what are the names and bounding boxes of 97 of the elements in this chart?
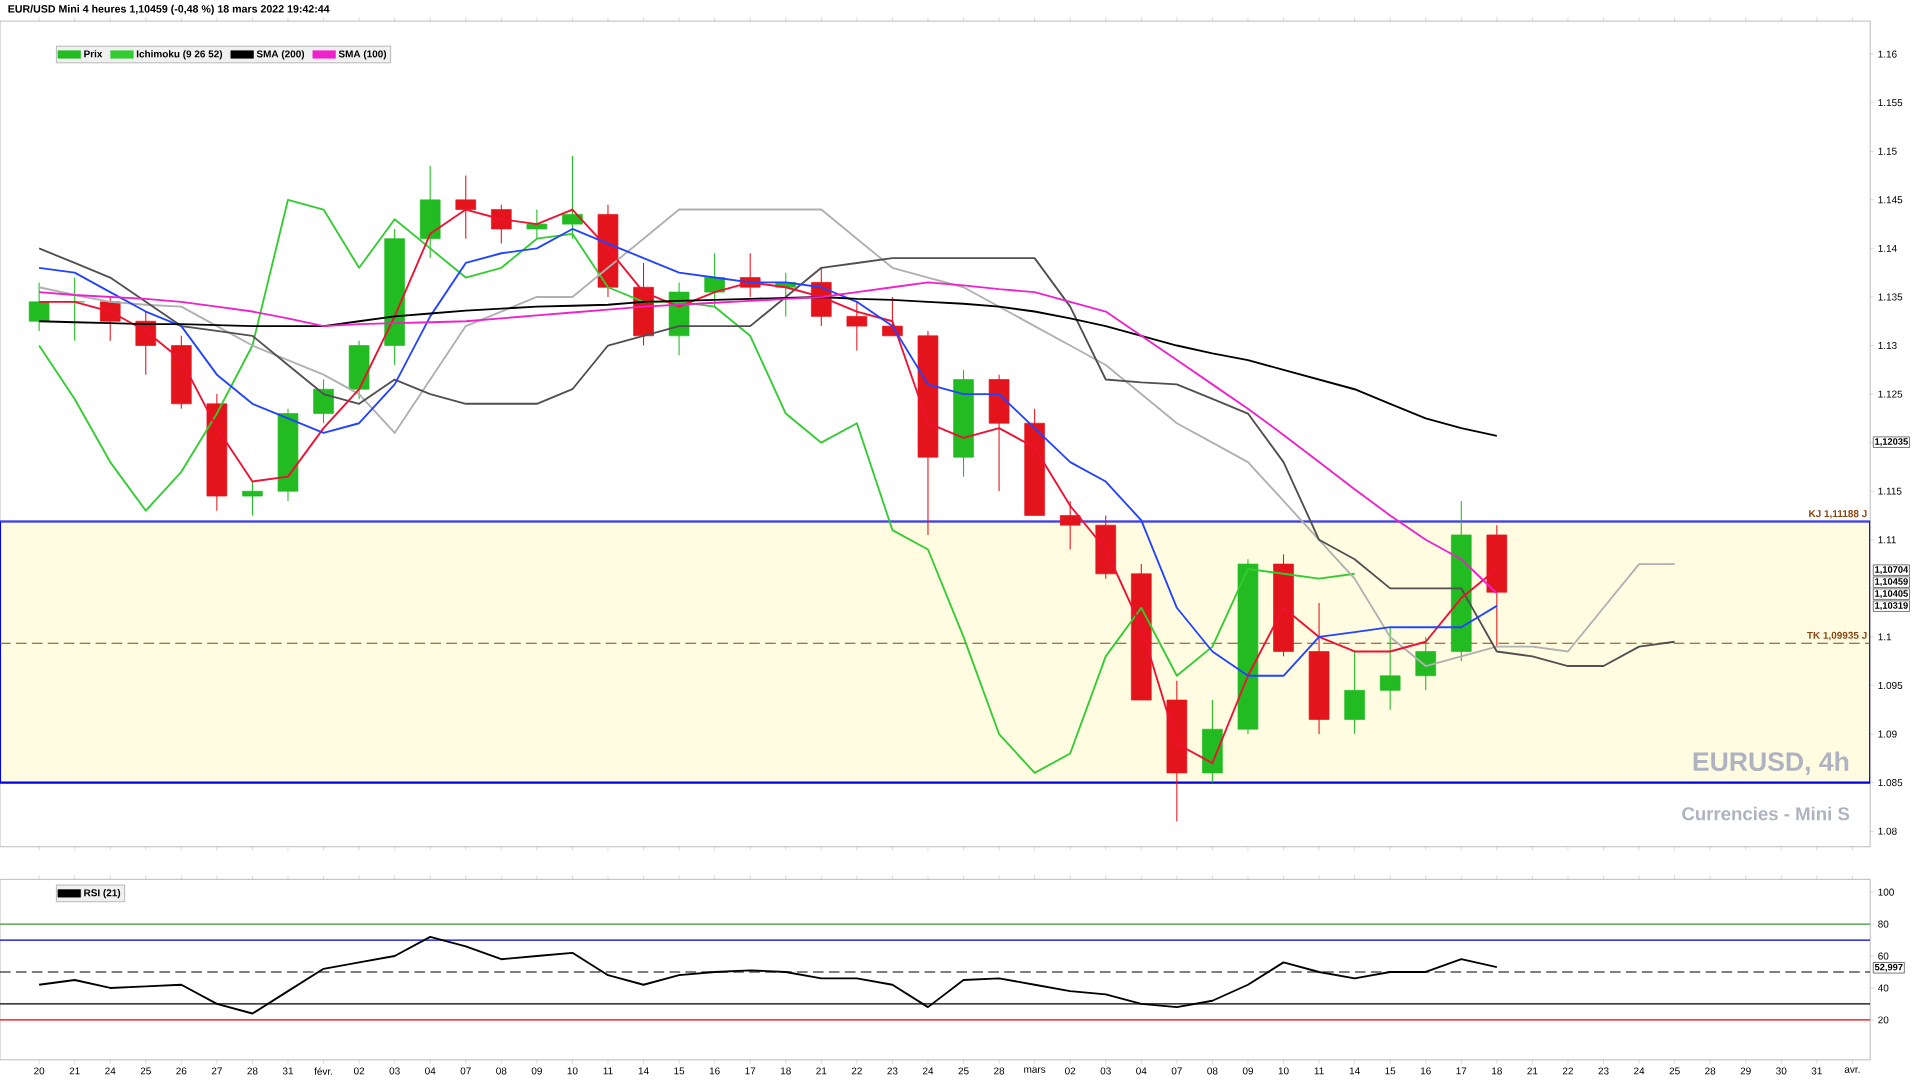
x-tick-label: 28 [1705,1067,1716,1075]
y-tick-label: 1.16 [1878,50,1897,58]
x-tick-label: 21 [816,1067,827,1075]
ref-line-label: KJ 1,11188 J [1809,510,1867,519]
y-tick-label: 80 [1878,920,1889,928]
y-tick-label: 1.085 [1878,779,1903,787]
y-tick-label: 100 [1878,888,1894,896]
y-tick-label: 1.15 [1878,147,1897,155]
y-tick-label: 1.14 [1878,244,1897,252]
x-tick-label: 17 [1456,1067,1467,1075]
text: 1,12035 [1875,438,1908,447]
x-tick-label: 09 [531,1067,542,1075]
x-tick-label: 28 [994,1067,1005,1075]
legend-label: SMA (100) [338,50,387,60]
annotation: Currencies - Mini S [1682,806,1850,821]
x-tick-label: 02 [1065,1067,1076,1075]
x-tick-label: 23 [1598,1067,1609,1075]
candlestick [28,281,50,332]
x-tick-label: 17 [745,1067,756,1075]
annotation: EURUSD, 4h [1693,751,1849,775]
x-tick-label: 07 [1171,1067,1182,1075]
y-tick-label: 1.155 [1878,99,1903,107]
y-tick-label: 1.125 [1878,390,1903,398]
x-tick-label: 02 [353,1067,365,1075]
x-tick-label: 03 [1100,1067,1111,1075]
x-tick-label: 30 [1776,1067,1787,1075]
legend-label: Prix [84,50,103,58]
text: 52,997 [1874,963,1903,972]
candlestick [526,209,548,240]
x-tick-label: 11 [1314,1067,1324,1075]
y-tick-label: 1.095 [1878,681,1903,690]
candlestick [1059,500,1081,551]
x-tick-label: avr. [1844,1067,1860,1073]
x-tick-label: 21 [69,1067,80,1075]
candlestick [1379,626,1401,711]
x-tick-label: 23 [887,1067,898,1075]
x-tick-label: 25 [1669,1067,1680,1075]
x-tick-label: 27 [211,1067,222,1075]
x-tick-label: 08 [496,1067,507,1075]
y-tick-label: 1.13 [1878,341,1897,350]
x-tick-label: 15 [1385,1067,1396,1075]
x-tick-label: 31 [282,1067,294,1075]
legend-label: RSI (21) [84,889,121,899]
x-tick-label: 07 [460,1067,471,1075]
x-tick-label: 08 [1207,1067,1218,1075]
y-tick-label: 60 [1878,952,1889,960]
x-tick-label: 10 [1278,1067,1289,1075]
legend-label: Ichimoku (9 26 52) [136,50,223,60]
x-tick-label: 18 [780,1067,791,1075]
candlestick [455,175,477,240]
x-tick-label: 21 [1527,1067,1538,1075]
x-tick-label: 15 [674,1067,685,1075]
y-tick-label: 1.145 [1878,196,1903,204]
y-tick-label: 20 [1878,1016,1889,1024]
x-tick-label: 03 [389,1067,400,1075]
x-tick-label: 22 [851,1067,862,1075]
y-tick-label: 1.09 [1878,730,1897,738]
x-tick-label: 31 [1811,1067,1822,1075]
y-tick-label: 1.11 [1878,536,1896,544]
x-tick-label: 14 [638,1067,649,1075]
x-tick-label: 04 [425,1067,436,1075]
y-tick-label: 40 [1877,984,1889,992]
candlestick [242,480,263,517]
x-tick-label: 09 [1242,1067,1254,1075]
x-tick-label: 18 [1492,1067,1502,1075]
x-tick-label: 29 [1740,1067,1751,1075]
x-tick-label: 25 [140,1067,151,1075]
text: 1,10405 [1875,590,1908,599]
chart-title: EUR/USD Mini 4 heures 1,10459 (-0,48 %) 18 mars 2022 19:42:44 [8,4,330,15]
x-tick-label: 11 [603,1067,613,1075]
x-tick-label: 14 [1349,1067,1360,1075]
x-tick-label: 10 [567,1067,578,1075]
x-tick-label: 16 [709,1067,720,1075]
x-tick-label: mars [1024,1067,1046,1073]
text: 1,10459 [1875,578,1908,587]
candlestick [846,301,868,351]
candlestick [491,204,512,245]
y-tick-label: 1.1 [1878,633,1892,641]
x-tick-label: 16 [1420,1067,1431,1075]
text: 1,10319 [1875,602,1908,611]
x-tick-label: 28 [247,1067,258,1075]
x-tick-label: 26 [176,1067,187,1075]
y-tick-label: 1.08 [1878,827,1897,835]
x-tick-label: 22 [1562,1067,1573,1075]
text: 1,10704 [1875,566,1909,575]
y-tick-label: 1.135 [1878,293,1903,301]
x-tick-label: 25 [958,1067,969,1075]
x-tick-label: 24 [922,1067,934,1075]
x-tick-label: févr. [314,1067,333,1075]
x-tick-label: 20 [34,1067,45,1075]
candlestick [562,155,583,240]
x-tick-label: 24 [105,1067,116,1075]
legend-label: SMA (200) [256,50,305,60]
x-tick-label: 04 [1136,1067,1147,1075]
y-tick-label: 1.115 [1878,487,1902,495]
ref-line-label: TK 1,09935 J [1806,631,1867,641]
x-tick-label: 24 [1634,1067,1645,1075]
